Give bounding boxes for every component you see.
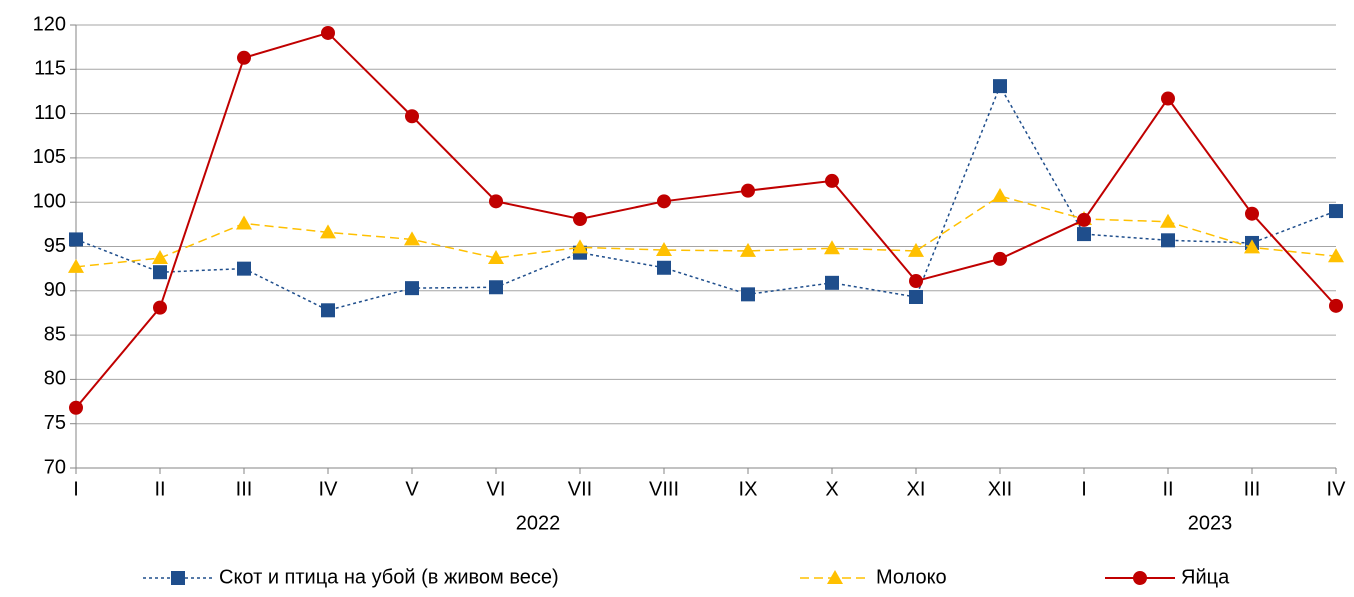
y-tick-label: 70 [44, 456, 66, 478]
y-tick-label: 80 [44, 368, 66, 390]
marker [572, 239, 588, 254]
marker [993, 251, 1007, 266]
marker [657, 260, 671, 275]
legend-item: Яйца [1105, 566, 1230, 588]
marker [1161, 233, 1175, 248]
marker [237, 261, 251, 276]
marker [1133, 571, 1147, 585]
marker [404, 231, 420, 246]
marker [740, 242, 756, 257]
x-tick-label: XI [907, 478, 926, 500]
marker [573, 212, 587, 227]
y-tick-label: 95 [44, 235, 66, 257]
marker [321, 25, 335, 40]
marker [405, 109, 419, 124]
x-tick-label: II [1162, 478, 1173, 500]
legend-label: Скот и птица на убой (в живом весе) [219, 566, 559, 588]
x-tick-label: VII [568, 478, 592, 500]
y-tick-label: 90 [44, 279, 66, 301]
year-label: 2022 [516, 512, 561, 534]
marker [153, 300, 167, 315]
y-tick-label: 85 [44, 323, 66, 345]
x-tick-label: II [154, 478, 165, 500]
x-tick-label: XII [988, 478, 1012, 500]
series-line [75, 31, 1337, 409]
marker [992, 187, 1008, 202]
marker [1329, 204, 1343, 219]
marker [153, 265, 167, 280]
marker [489, 194, 503, 209]
marker [1160, 213, 1176, 228]
legend-item: Молоко [800, 566, 947, 588]
marker [69, 232, 83, 247]
marker [993, 79, 1007, 94]
marker [741, 183, 755, 198]
y-tick-label: 75 [44, 412, 66, 434]
marker [1077, 212, 1091, 227]
marker [237, 50, 251, 65]
y-tick-label: 105 [33, 146, 66, 168]
series-line [75, 195, 1337, 268]
x-tick-label: IX [739, 478, 758, 500]
marker [824, 240, 840, 255]
marker [1328, 248, 1344, 263]
y-tick-label: 110 [34, 102, 66, 124]
marker [1244, 239, 1260, 254]
marker [825, 275, 839, 290]
year-label: 2023 [1188, 512, 1233, 534]
x-tick-label: III [1244, 478, 1261, 500]
marker [741, 287, 755, 302]
marker [825, 173, 839, 188]
marker [909, 274, 923, 289]
legend-label: Яйца [1181, 566, 1230, 588]
marker [68, 258, 84, 273]
legend-label: Молоко [876, 566, 947, 588]
y-tick-label: 115 [34, 58, 66, 80]
marker [908, 242, 924, 257]
x-tick-label: IV [1327, 478, 1347, 500]
x-tick-label: VIII [649, 478, 679, 500]
marker [827, 570, 843, 584]
marker [320, 224, 336, 239]
marker [405, 281, 419, 296]
x-tick-label: III [236, 478, 253, 500]
x-tick-label: I [1081, 478, 1087, 500]
y-tick-label: 100 [33, 190, 66, 212]
series-line [75, 84, 1337, 312]
x-tick-label: V [405, 478, 419, 500]
marker [657, 194, 671, 209]
legend-item: Скот и птица на убой (в живом весе) [143, 566, 559, 588]
x-tick-label: IV [319, 478, 339, 500]
y-tick-label: 120 [33, 13, 66, 35]
marker [1077, 227, 1091, 242]
marker [321, 303, 335, 318]
x-tick-label: VI [487, 478, 506, 500]
marker [1329, 298, 1343, 313]
marker [1245, 206, 1259, 221]
marker [909, 290, 923, 305]
x-tick-label: I [73, 478, 79, 500]
marker [656, 242, 672, 257]
marker [69, 400, 83, 415]
marker [488, 250, 504, 265]
marker [152, 250, 168, 265]
marker [236, 215, 252, 230]
x-tick-label: X [825, 478, 838, 500]
marker [1161, 91, 1175, 106]
marker [171, 571, 185, 585]
marker [489, 280, 503, 295]
